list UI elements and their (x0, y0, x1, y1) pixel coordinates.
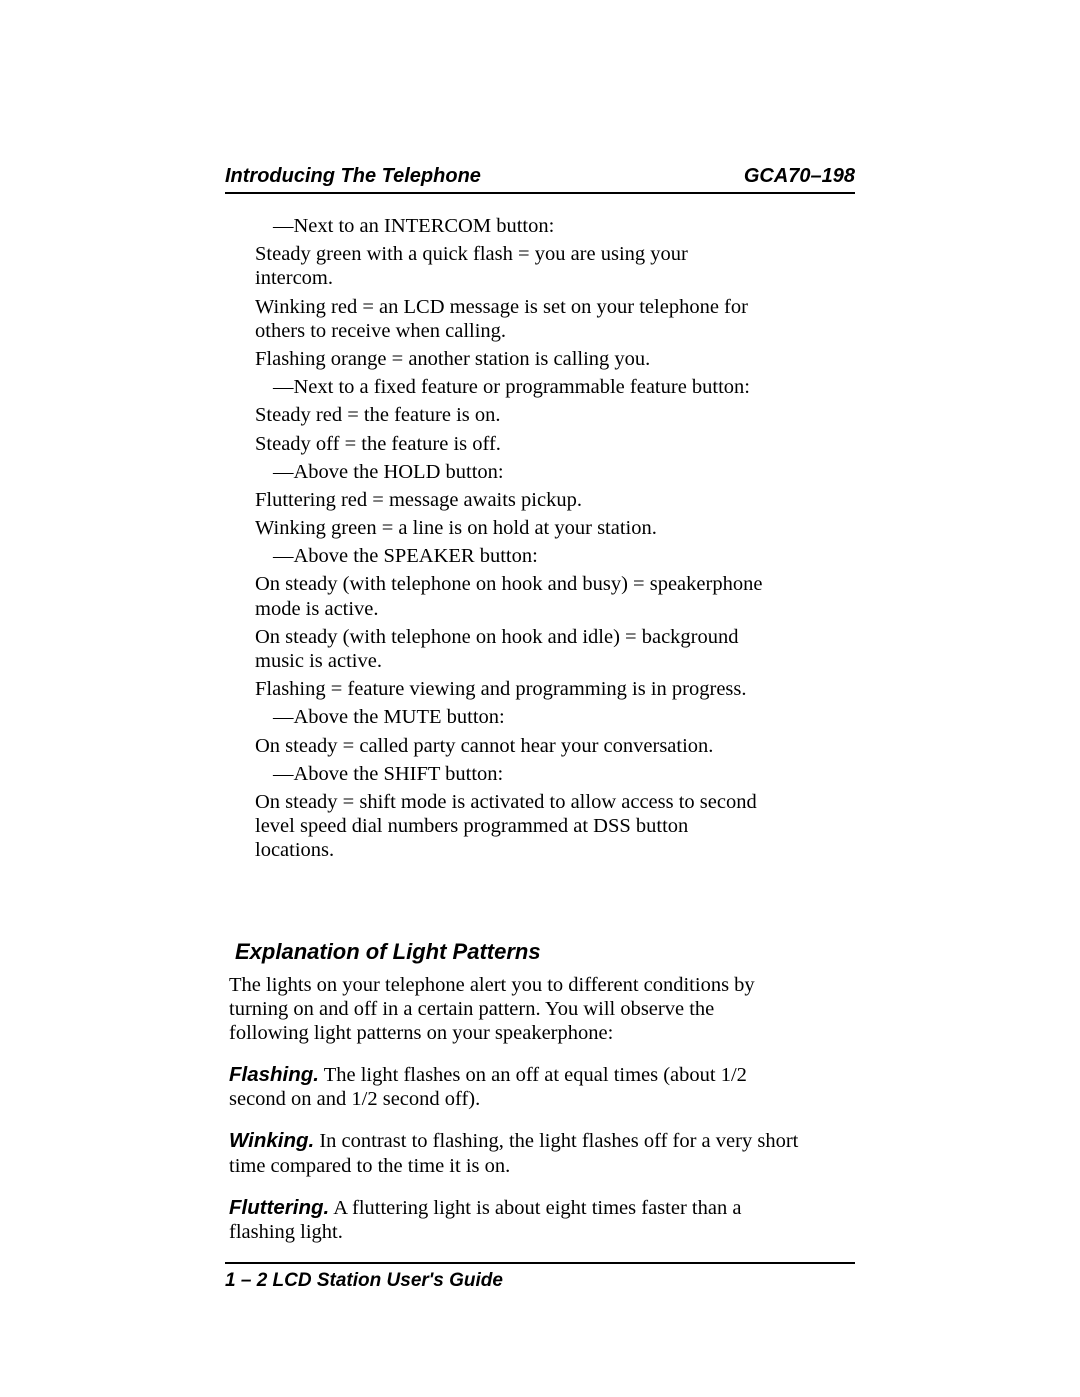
term-description: In contrast to flashing, the light flash… (229, 1130, 798, 1176)
body-line: On steady (with telephone on hook and id… (255, 625, 765, 673)
running-header: Introducing The Telephone GCA70–198 (225, 165, 855, 194)
body-line: —Above the MUTE button: (255, 705, 765, 729)
term-paragraph: Winking. In contrast to flashing, the li… (229, 1129, 799, 1177)
header-left: Introducing The Telephone (225, 165, 481, 188)
body-line: —Next to a fixed feature or programmable… (255, 375, 765, 399)
body-line: Fluttering red = message awaits pickup. (255, 488, 765, 512)
body-line: Flashing orange = another station is cal… (255, 347, 765, 371)
body-text: —Next to an INTERCOM button: Steady green… (255, 214, 765, 863)
header-right: GCA70–198 (744, 165, 855, 188)
body-line: Steady green with a quick flash = you ar… (255, 242, 765, 290)
term-paragraph: Fluttering. A fluttering light is about … (229, 1196, 799, 1244)
running-footer: 1 – 2 LCD Station User's Guide (225, 1262, 855, 1292)
body-line: —Next to an INTERCOM button: (255, 214, 765, 238)
body-line: On steady = shift mode is activated to a… (255, 790, 765, 863)
term-label: Fluttering. (229, 1196, 329, 1219)
body-line: Winking red = an LCD message is set on y… (255, 295, 765, 343)
body-line: On steady = called party cannot hear you… (255, 734, 765, 758)
body-line: —Above the SPEAKER button: (255, 544, 765, 568)
explanation-block: The lights on your telephone alert you t… (229, 973, 799, 1245)
footer-text: 1 – 2 LCD Station User's Guide (225, 1270, 503, 1291)
body-line: —Above the HOLD button: (255, 460, 765, 484)
term-label: Winking. (229, 1129, 314, 1152)
term-paragraph: Flashing. The light flashes on an off at… (229, 1063, 799, 1111)
body-line: On steady (with telephone on hook and bu… (255, 572, 765, 620)
body-line: Flashing = feature viewing and programmi… (255, 677, 765, 701)
term-label: Flashing. (229, 1063, 319, 1086)
body-line: Steady red = the feature is on. (255, 403, 765, 427)
body-line: Winking green = a line is on hold at you… (255, 516, 765, 540)
body-line: —Above the SHIFT button: (255, 762, 765, 786)
section-heading: Explanation of Light Patterns (235, 939, 855, 965)
body-line: Steady off = the feature is off. (255, 432, 765, 456)
page-content: Introducing The Telephone GCA70–198 —Nex… (225, 165, 855, 1292)
intro-paragraph: The lights on your telephone alert you t… (229, 973, 799, 1046)
